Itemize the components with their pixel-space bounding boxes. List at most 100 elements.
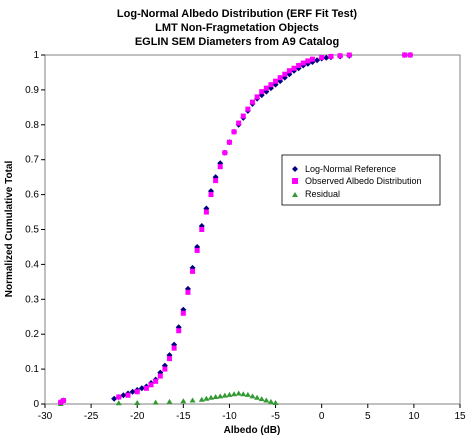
data-point-triangle [212, 394, 219, 400]
data-point-triangle [180, 398, 187, 404]
data-point-square [176, 328, 182, 334]
data-point-square [240, 113, 246, 119]
y-tick-label: 0.4 [25, 259, 39, 270]
data-point-square [337, 53, 343, 59]
y-tick-label: 0.1 [25, 364, 39, 375]
data-point-square [309, 56, 315, 62]
data-point-diamond [314, 57, 321, 64]
data-point-square [125, 392, 131, 398]
data-point-square [402, 52, 408, 58]
y-tick-label: 0.5 [25, 225, 39, 236]
series-square-points [58, 52, 413, 405]
data-point-triangle [198, 396, 205, 402]
legend-marker-triangle-icon [292, 192, 298, 197]
x-tick-label: 15 [454, 411, 466, 422]
y-tick-label: 0 [33, 399, 39, 410]
x-axis-label: Albedo (dB) [224, 425, 281, 436]
data-point-square [134, 389, 140, 395]
data-point-square [143, 385, 149, 391]
legend-label-log-normal-reference: Log-Normal Reference [305, 164, 396, 174]
chart-title-line-3: EGLIN SEM Diameters from A9 Catalog [134, 36, 340, 48]
legend-label-observed-albedo: Observed Albedo Distribution [305, 176, 422, 186]
plot-area [44, 54, 461, 405]
data-point-triangle [134, 399, 141, 405]
data-point-square [167, 356, 172, 362]
data-point-square [185, 289, 191, 295]
y-tick-label: 0.9 [25, 85, 39, 96]
data-point-square [217, 164, 223, 170]
data-point-square [194, 247, 200, 253]
x-tick-label: 10 [408, 411, 420, 422]
y-tick-label: 1 [33, 50, 39, 61]
data-point-square [203, 209, 209, 215]
data-point-square [250, 99, 255, 105]
data-point-square [190, 268, 196, 274]
x-tick-label: -5 [271, 411, 280, 422]
data-point-triangle [258, 396, 265, 402]
data-point-square [157, 373, 163, 379]
data-point-diamond [129, 388, 136, 395]
x-tick-label: -30 [38, 411, 53, 422]
data-point-diamond [138, 385, 145, 392]
data-point-square [407, 52, 413, 58]
legend-item-log-normal-reference: Log-Normal Reference [292, 164, 396, 174]
data-point-square [180, 310, 186, 316]
x-tick-label: 0 [319, 411, 325, 422]
x-axis: -30 -25 -20 -15 -10 -5 0 5 10 15 [38, 404, 466, 422]
data-point-square [116, 394, 122, 400]
data-point-triangle [231, 391, 238, 397]
y-tick-label: 0.7 [25, 155, 39, 166]
data-point-square [305, 58, 311, 64]
y-axis: 0 0.1 0.2 0.3 0.4 0.5 0.6 0.7 0.8 0.9 1 [25, 50, 45, 410]
data-point-triangle [272, 399, 279, 405]
data-point-square [282, 71, 288, 77]
x-tick-label: -15 [176, 411, 191, 422]
chart-title-line-2: LMT Non-Fragmetation Objects [155, 22, 319, 34]
data-point-square [245, 106, 251, 112]
data-point-square [328, 53, 334, 59]
data-point-diamond [111, 395, 118, 402]
data-point-triangle [267, 398, 274, 404]
data-point-square [222, 150, 228, 156]
data-point-square [277, 75, 283, 81]
x-tick-label: -10 [222, 411, 237, 422]
data-point-triangle [235, 390, 242, 396]
data-point-square [236, 120, 242, 126]
data-point-triangle [189, 397, 196, 403]
chart-title-line-1: Log-Normal Albedo Distribution (ERF Fit … [116, 8, 358, 20]
data-point-square [208, 192, 214, 198]
data-point-square [291, 65, 297, 71]
data-point-triangle [208, 394, 214, 400]
data-point-square [148, 382, 154, 388]
legend-marker-square-icon [292, 178, 298, 184]
data-point-square [213, 178, 219, 184]
data-point-square [58, 399, 64, 405]
data-point-diamond [120, 392, 127, 399]
legend-label-residual: Residual [305, 189, 340, 199]
data-point-square [171, 345, 177, 351]
data-point-square [162, 366, 168, 372]
data-point-square [226, 139, 232, 145]
data-point-triangle [226, 391, 233, 397]
data-point-square [60, 398, 66, 404]
data-point-triangle [203, 395, 210, 401]
data-point-square [254, 94, 260, 100]
y-tick-label: 0.3 [25, 294, 39, 305]
data-point-square [296, 62, 302, 68]
legend-box [281, 154, 441, 206]
data-point-square [199, 227, 205, 232]
data-point-square [273, 78, 279, 84]
data-point-triangle [249, 393, 256, 399]
data-point-triangle [217, 393, 224, 399]
x-tick-label: -25 [84, 411, 99, 422]
data-point-triangle [263, 397, 270, 403]
y-tick-label: 0.6 [25, 190, 39, 201]
data-point-square [300, 60, 306, 66]
data-point-square [263, 85, 269, 91]
data-point-triangle [166, 398, 173, 404]
data-point-triangle [152, 399, 159, 405]
data-point-triangle [240, 391, 247, 397]
y-tick-label: 0.8 [25, 120, 39, 131]
data-point-square [346, 52, 352, 58]
